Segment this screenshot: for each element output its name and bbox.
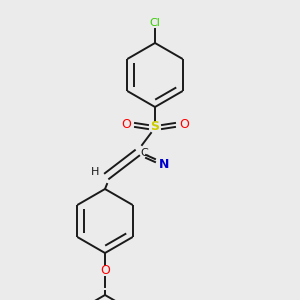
Text: O: O: [179, 118, 189, 131]
Text: C: C: [140, 148, 148, 158]
Text: O: O: [121, 118, 131, 131]
Text: H: H: [91, 167, 99, 177]
Text: N: N: [159, 158, 169, 170]
Text: Cl: Cl: [150, 18, 160, 28]
Text: O: O: [100, 265, 110, 278]
Text: S: S: [151, 121, 160, 134]
